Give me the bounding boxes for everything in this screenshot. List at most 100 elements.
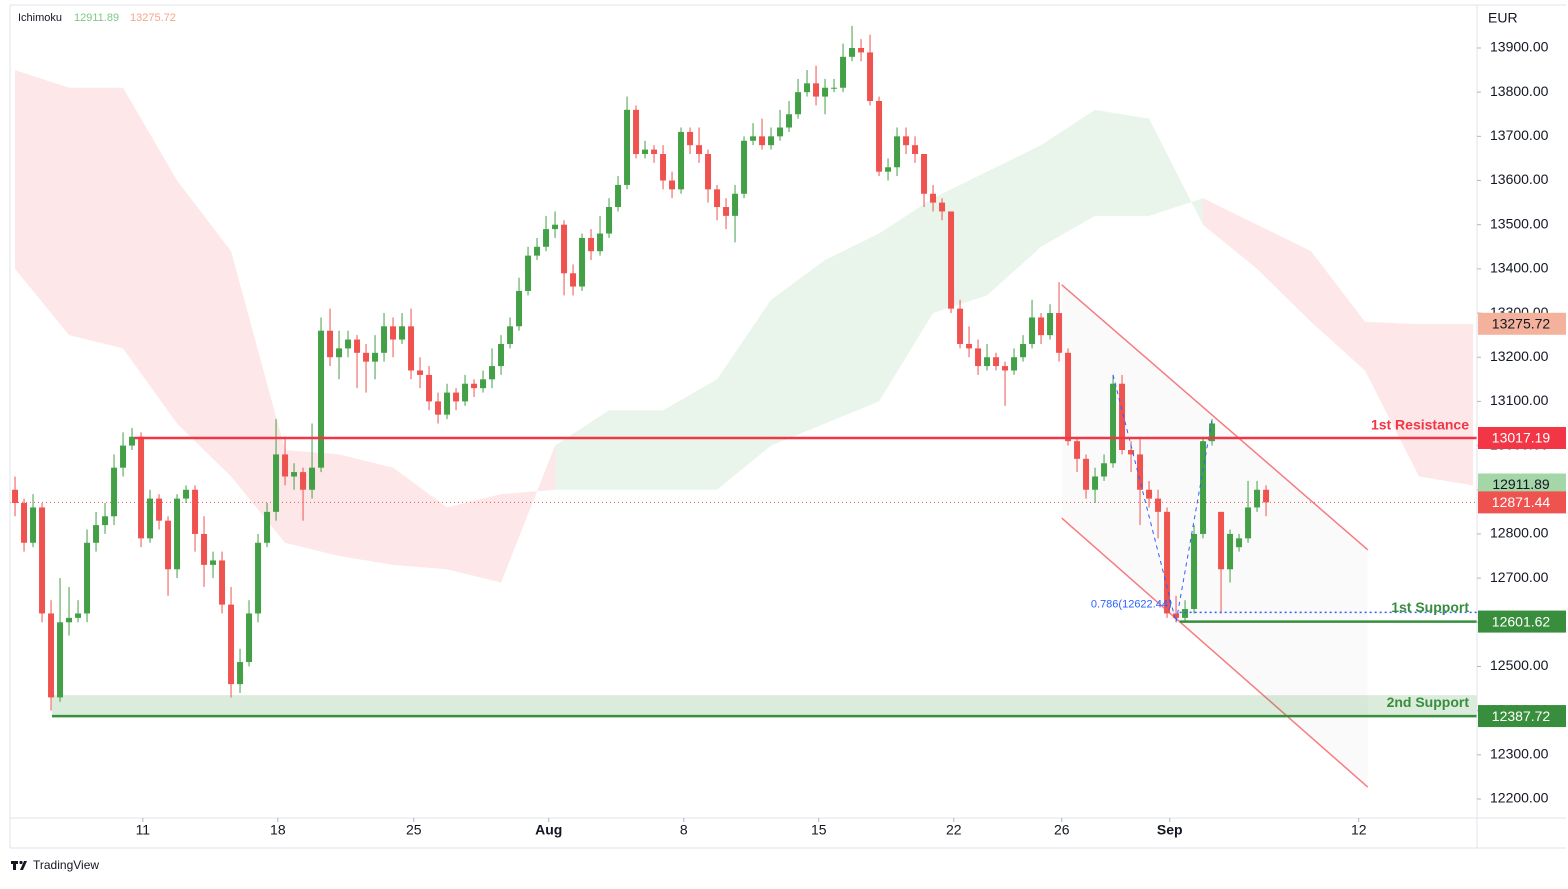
candle-body bbox=[885, 167, 892, 172]
cloud-segment bbox=[609, 410, 664, 490]
candle-body bbox=[381, 326, 388, 353]
candle-body bbox=[732, 193, 739, 216]
cloud-segment bbox=[393, 467, 448, 570]
candle-body bbox=[552, 224, 559, 230]
candle-body bbox=[1101, 463, 1108, 477]
candle-body bbox=[309, 467, 316, 490]
fib-label: 0.786(12622.44) bbox=[1091, 598, 1172, 610]
cloud-segment bbox=[501, 445, 556, 583]
level-label: 2nd Support bbox=[1387, 694, 1470, 710]
y-tick-label: 12800.00 bbox=[1490, 525, 1549, 541]
candle-body bbox=[579, 237, 586, 287]
price-tag-label: 12387.72 bbox=[1492, 708, 1551, 724]
cloud-segment bbox=[717, 299, 772, 490]
candle-body bbox=[957, 308, 964, 344]
candle-body bbox=[804, 83, 811, 93]
x-tick-label: Sep bbox=[1157, 822, 1183, 838]
candle-body bbox=[273, 454, 280, 512]
candle-body bbox=[1236, 538, 1243, 548]
candle-body bbox=[300, 472, 307, 490]
candle-body bbox=[687, 131, 694, 146]
candle-body bbox=[12, 489, 19, 504]
candle-body bbox=[1263, 489, 1270, 503]
candle-body bbox=[1191, 533, 1198, 610]
candle-body bbox=[858, 47, 865, 53]
candle-body bbox=[345, 339, 352, 349]
candle-body bbox=[966, 343, 973, 349]
candle-body bbox=[435, 401, 442, 415]
candle-body bbox=[291, 472, 298, 477]
candle-body bbox=[174, 498, 181, 570]
support-zone bbox=[51, 695, 1478, 717]
cloud-segment bbox=[879, 198, 934, 402]
candle-body bbox=[129, 436, 136, 446]
cloud-segment bbox=[1041, 109, 1096, 247]
y-tick-label: 13800.00 bbox=[1490, 83, 1549, 99]
y-tick-label: 12700.00 bbox=[1490, 569, 1549, 585]
cloud-segment bbox=[123, 87, 178, 424]
candle-body bbox=[282, 454, 289, 477]
channel-line bbox=[1061, 517, 1369, 788]
candle-body bbox=[237, 662, 244, 685]
y-tick-label: 13100.00 bbox=[1490, 392, 1549, 408]
candle-body bbox=[1038, 317, 1045, 336]
y-tick-label: 13700.00 bbox=[1490, 127, 1549, 143]
indicator-name: Ichimoku bbox=[18, 12, 62, 24]
candle-body bbox=[471, 383, 478, 389]
candle-body bbox=[939, 202, 946, 212]
x-tick-label: 26 bbox=[1054, 822, 1070, 838]
candle-body bbox=[246, 613, 253, 663]
price-tag bbox=[1478, 491, 1566, 514]
y-tick-label: 13200.00 bbox=[1490, 348, 1549, 364]
candle-body bbox=[1011, 357, 1018, 371]
cloud-segment bbox=[1095, 109, 1150, 216]
candle-body bbox=[597, 233, 604, 252]
x-tick-label: 22 bbox=[946, 822, 962, 838]
y-tick-label: 12300.00 bbox=[1490, 746, 1549, 762]
candle-body bbox=[534, 246, 541, 256]
x-tick-label: 25 bbox=[406, 822, 422, 838]
x-tick-label: 11 bbox=[136, 822, 151, 838]
plot-area: 0.786(12622.44) 1st Resistance 1st Support… bbox=[10, 25, 1478, 788]
candle-body bbox=[750, 136, 757, 141]
candle-body bbox=[1047, 313, 1054, 336]
candle-body bbox=[633, 109, 640, 155]
cloud-segment bbox=[933, 171, 988, 314]
candle-body bbox=[480, 379, 487, 389]
price-tag-label: 13017.19 bbox=[1492, 430, 1551, 446]
candle-body bbox=[147, 498, 154, 539]
candle-body bbox=[1254, 489, 1261, 508]
candle-body bbox=[453, 392, 460, 402]
candle-body bbox=[570, 273, 577, 287]
candle-body bbox=[327, 330, 334, 358]
price-tag bbox=[1478, 312, 1566, 335]
candle-body bbox=[93, 525, 100, 543]
price-tag-label: 13275.72 bbox=[1492, 315, 1551, 331]
candle-body bbox=[615, 184, 622, 208]
candle-body bbox=[696, 145, 703, 155]
candle-body bbox=[489, 366, 496, 380]
footer-brand: TradingView bbox=[33, 858, 99, 872]
candle-body bbox=[183, 489, 190, 499]
candle-body bbox=[120, 445, 127, 468]
candle-body bbox=[1020, 343, 1027, 358]
candle-body bbox=[57, 622, 64, 698]
candle-body bbox=[606, 207, 613, 234]
candle-body bbox=[1110, 383, 1117, 464]
candle-body bbox=[876, 100, 883, 172]
cloud-segment bbox=[1203, 198, 1258, 269]
channel-fill bbox=[1061, 284, 1368, 788]
candle-body bbox=[39, 507, 46, 614]
candle-body bbox=[318, 330, 325, 468]
candle-body bbox=[912, 145, 919, 155]
candle-body bbox=[948, 211, 955, 309]
candle-body bbox=[264, 511, 271, 543]
cloud-segment bbox=[177, 180, 232, 477]
price-tag bbox=[1478, 473, 1566, 496]
candle-body bbox=[993, 357, 1000, 367]
candle-body bbox=[1146, 489, 1153, 499]
candle-body bbox=[1074, 441, 1081, 459]
cloud-segment bbox=[285, 450, 340, 557]
candle-body bbox=[408, 326, 415, 371]
